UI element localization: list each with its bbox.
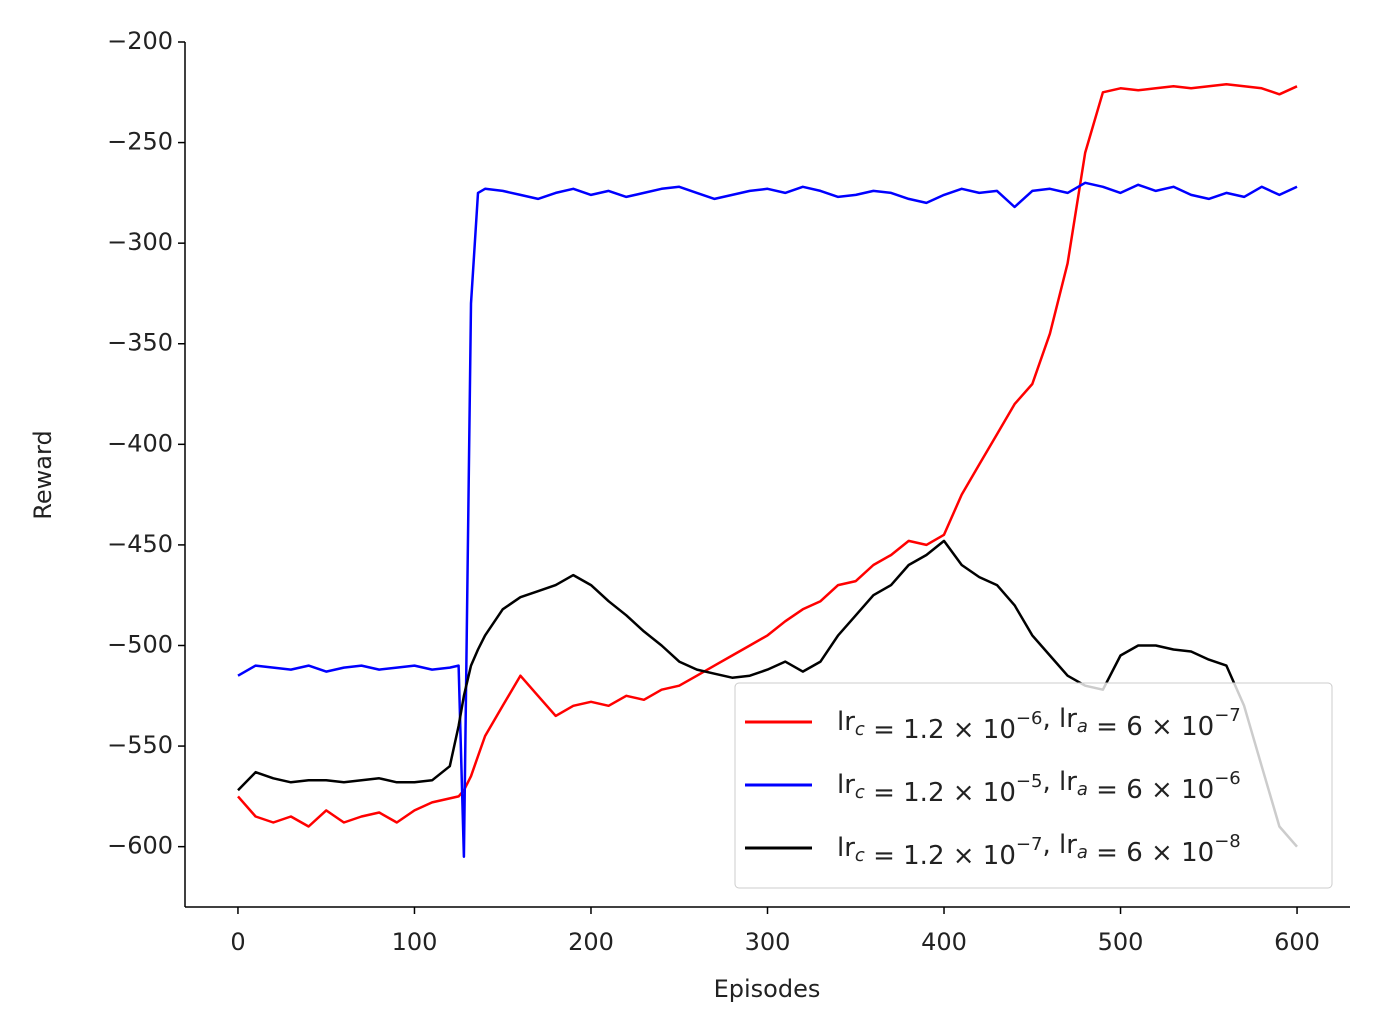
x-tick-label: 0: [230, 928, 245, 956]
legend-text-part: lr: [837, 770, 855, 800]
legend-label: lrc = 1.2 × 10−7, lra = 6 × 10−8: [837, 830, 1241, 871]
legend-text-part: −7: [1016, 834, 1043, 855]
legend-text-part: −6: [1016, 708, 1043, 729]
y-tick-label: −450: [107, 530, 173, 558]
y-tick-label: −400: [107, 429, 173, 457]
legend-text-part: = 1.2 × 10: [865, 715, 1016, 745]
x-tick-label: 400: [921, 928, 967, 956]
legend-text-part: = 6 × 10: [1088, 838, 1214, 868]
legend-text-part: c: [855, 782, 865, 803]
y-tick-label: −250: [107, 128, 173, 156]
y-tick-label: −300: [107, 228, 173, 256]
legend-label: lrc = 1.2 × 10−6, lra = 6 × 10−7: [837, 704, 1241, 745]
y-tick-label: −350: [107, 329, 173, 357]
legend-text-part: , lr: [1042, 704, 1077, 734]
legend-text-part: −7: [1214, 705, 1241, 726]
legend-text-part: = 1.2 × 10: [865, 778, 1016, 808]
legend-text-part: −6: [1214, 768, 1241, 789]
y-tick-label: −200: [107, 27, 173, 55]
y-tick-label: −600: [107, 832, 173, 860]
legend-text-part: , lr: [1042, 830, 1077, 860]
legend-text-part: c: [855, 845, 865, 866]
x-tick-label: 100: [392, 928, 438, 956]
legend-box: [734, 682, 1333, 889]
legend-text-part: c: [855, 719, 865, 740]
series-line: [237, 181, 1298, 858]
legend-text-part: = 1.2 × 10: [865, 841, 1016, 871]
series-line: [237, 539, 1298, 848]
legend-text-part: a: [1077, 716, 1088, 737]
x-tick-label: 500: [1098, 928, 1144, 956]
legend-text-part: = 6 × 10: [1088, 712, 1214, 742]
legend-text-part: lr: [837, 707, 855, 737]
x-tick-label: 300: [745, 928, 791, 956]
x-tick-label: 200: [568, 928, 614, 956]
legend-text-part: a: [1077, 842, 1088, 863]
legend-label: lrc = 1.2 × 10−5, lra = 6 × 10−6: [837, 767, 1241, 808]
legend-text-part: = 6 × 10: [1088, 775, 1214, 805]
series-line: [237, 82, 1298, 828]
legend-text-part: lr: [837, 833, 855, 863]
legend-text-part: , lr: [1042, 767, 1077, 797]
legend-text-part: −8: [1214, 831, 1241, 852]
legend-text-part: a: [1077, 779, 1088, 800]
y-tick-label: −550: [107, 731, 173, 759]
legend-text-part: −5: [1016, 771, 1043, 792]
x-axis-label: Episodes: [714, 975, 821, 1003]
y-tick-label: −500: [107, 630, 173, 658]
y-axis-label: Reward: [29, 430, 57, 519]
x-tick-label: 600: [1274, 928, 1320, 956]
